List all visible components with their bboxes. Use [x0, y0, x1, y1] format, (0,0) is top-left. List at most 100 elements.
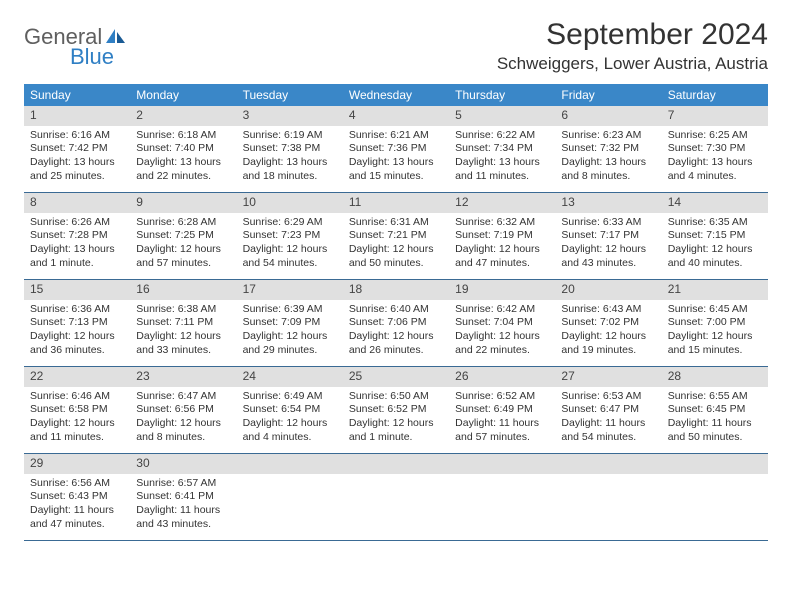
day-cell: 11 Sunrise: 6:31 AMSunset: 7:21 PMDayligh… [343, 193, 449, 279]
day-cell: 4Sunrise: 6:21 AMSunset: 7:36 PMDaylight… [343, 106, 449, 192]
day-content: Sunrise: 6:47 AMSunset: 6:56 PMDaylight:… [130, 387, 236, 451]
day-number: 12 [449, 193, 555, 213]
daylight-line: Daylight: 12 hours and 26 minutes. [349, 330, 443, 357]
sunset-line: Sunset: 7:36 PM [349, 142, 443, 156]
sunrise-line: Sunrise: 6:57 AM [136, 477, 230, 491]
daylight-line: Daylight: 13 hours and 1 minute. [30, 243, 124, 270]
day-number: 1 [24, 106, 130, 126]
sunrise-line: Sunrise: 6:49 AM [243, 390, 337, 404]
sunrise-line: Sunrise: 6:50 AM [349, 390, 443, 404]
day-cell [449, 454, 555, 540]
sunset-line: Sunset: 7:34 PM [455, 142, 549, 156]
sunset-line: Sunset: 7:06 PM [349, 316, 443, 330]
day-content: Sunrise: 6:38 AMSunset: 7:11 PMDaylight:… [130, 300, 236, 364]
day-cell: 7Sunrise: 6:25 AMSunset: 7:30 PMDaylight… [662, 106, 768, 192]
day-number [237, 454, 343, 474]
sunset-line: Sunset: 7:17 PM [561, 229, 655, 243]
sunset-line: Sunset: 7:09 PM [243, 316, 337, 330]
sunrise-line: Sunrise: 6:35 AM [668, 216, 762, 230]
daylight-line: Daylight: 12 hours and 1 minute. [349, 417, 443, 444]
day-number: 29 [24, 454, 130, 474]
day-cell: 10Sunrise: 6:29 AMSunset: 7:23 PMDayligh… [237, 193, 343, 279]
day-number: 20 [555, 280, 661, 300]
sunrise-line: Sunrise: 6:16 AM [30, 129, 124, 143]
day-cell [343, 454, 449, 540]
day-header: Saturday [662, 84, 768, 106]
location: Schweiggers, Lower Austria, Austria [497, 54, 768, 74]
day-number: 10 [237, 193, 343, 213]
sunrise-line: Sunrise: 6:39 AM [243, 303, 337, 317]
sunset-line: Sunset: 6:56 PM [136, 403, 230, 417]
sunrise-line: Sunrise: 6:47 AM [136, 390, 230, 404]
calendar: SundayMondayTuesdayWednesdayThursdayFrid… [24, 84, 768, 541]
daylight-line: Daylight: 11 hours and 47 minutes. [30, 504, 124, 531]
sunset-line: Sunset: 7:21 PM [349, 229, 443, 243]
day-number: 13 [555, 193, 661, 213]
sunrise-line: Sunrise: 6:56 AM [30, 477, 124, 491]
day-number: 18 [343, 280, 449, 300]
day-cell: 9Sunrise: 6:28 AMSunset: 7:25 PMDaylight… [130, 193, 236, 279]
sunset-line: Sunset: 7:13 PM [30, 316, 124, 330]
sunrise-line: Sunrise: 6:29 AM [243, 216, 337, 230]
day-number: 11 [343, 193, 449, 213]
month-title: September 2024 [497, 18, 768, 52]
day-cell: 8Sunrise: 6:26 AMSunset: 7:28 PMDaylight… [24, 193, 130, 279]
daylight-line: Daylight: 11 hours and 57 minutes. [455, 417, 549, 444]
day-content: Sunrise: 6:26 AMSunset: 7:28 PMDaylight:… [24, 213, 130, 277]
daylight-line: Daylight: 12 hours and 36 minutes. [30, 330, 124, 357]
day-content: Sunrise: 6:50 AMSunset: 6:52 PMDaylight:… [343, 387, 449, 451]
sunset-line: Sunset: 7:19 PM [455, 229, 549, 243]
day-cell: 16Sunrise: 6:38 AMSunset: 7:11 PMDayligh… [130, 280, 236, 366]
day-number: 8 [24, 193, 130, 213]
day-cell: 30Sunrise: 6:57 AMSunset: 6:41 PMDayligh… [130, 454, 236, 540]
daylight-line: Daylight: 12 hours and 8 minutes. [136, 417, 230, 444]
day-cell: 27Sunrise: 6:53 AMSunset: 6:47 PMDayligh… [555, 367, 661, 453]
daylight-line: Daylight: 11 hours and 50 minutes. [668, 417, 762, 444]
day-number: 19 [449, 280, 555, 300]
day-cell [662, 454, 768, 540]
day-content: Sunrise: 6:35 AMSunset: 7:15 PMDaylight:… [662, 213, 768, 277]
sunset-line: Sunset: 7:28 PM [30, 229, 124, 243]
day-header: Friday [555, 84, 661, 106]
day-cell: 24Sunrise: 6:49 AMSunset: 6:54 PMDayligh… [237, 367, 343, 453]
sunrise-line: Sunrise: 6:18 AM [136, 129, 230, 143]
sunset-line: Sunset: 6:52 PM [349, 403, 443, 417]
sunrise-line: Sunrise: 6:23 AM [561, 129, 655, 143]
day-number: 23 [130, 367, 236, 387]
day-cell: 6Sunrise: 6:23 AMSunset: 7:32 PMDaylight… [555, 106, 661, 192]
sunset-line: Sunset: 7:11 PM [136, 316, 230, 330]
day-cell: 2Sunrise: 6:18 AMSunset: 7:40 PMDaylight… [130, 106, 236, 192]
day-cell: 12Sunrise: 6:32 AMSunset: 7:19 PMDayligh… [449, 193, 555, 279]
sunset-line: Sunset: 6:41 PM [136, 490, 230, 504]
sunset-line: Sunset: 7:23 PM [243, 229, 337, 243]
day-content: Sunrise: 6:53 AMSunset: 6:47 PMDaylight:… [555, 387, 661, 451]
day-content: Sunrise: 6:46 AMSunset: 6:58 PMDaylight:… [24, 387, 130, 451]
day-content: Sunrise: 6:40 AMSunset: 7:06 PMDaylight:… [343, 300, 449, 364]
sunrise-line: Sunrise: 6:36 AM [30, 303, 124, 317]
day-content: Sunrise: 6:55 AMSunset: 6:45 PMDaylight:… [662, 387, 768, 451]
day-number: 28 [662, 367, 768, 387]
day-cell: 1Sunrise: 6:16 AMSunset: 7:42 PMDaylight… [24, 106, 130, 192]
daylight-line: Daylight: 13 hours and 15 minutes. [349, 156, 443, 183]
day-number: 2 [130, 106, 236, 126]
day-content: Sunrise: 6:33 AMSunset: 7:17 PMDaylight:… [555, 213, 661, 277]
sunset-line: Sunset: 7:00 PM [668, 316, 762, 330]
sunrise-line: Sunrise: 6:52 AM [455, 390, 549, 404]
sunrise-line: Sunrise: 6:22 AM [455, 129, 549, 143]
day-number [662, 454, 768, 474]
day-cell: 29Sunrise: 6:56 AMSunset: 6:43 PMDayligh… [24, 454, 130, 540]
daylight-line: Daylight: 12 hours and 43 minutes. [561, 243, 655, 270]
sunrise-line: Sunrise: 6:45 AM [668, 303, 762, 317]
sunrise-line: Sunrise: 6:31 AM [349, 216, 443, 230]
day-number: 21 [662, 280, 768, 300]
day-content: Sunrise: 6:28 AMSunset: 7:25 PMDaylight:… [130, 213, 236, 277]
day-content: Sunrise: 6:57 AMSunset: 6:41 PMDaylight:… [130, 474, 236, 538]
week-row: 1Sunrise: 6:16 AMSunset: 7:42 PMDaylight… [24, 106, 768, 193]
sunrise-line: Sunrise: 6:32 AM [455, 216, 549, 230]
daylight-line: Daylight: 12 hours and 22 minutes. [455, 330, 549, 357]
day-cell: 13Sunrise: 6:33 AMSunset: 7:17 PMDayligh… [555, 193, 661, 279]
day-content: Sunrise: 6:45 AMSunset: 7:00 PMDaylight:… [662, 300, 768, 364]
day-header: Tuesday [237, 84, 343, 106]
daylight-line: Daylight: 12 hours and 50 minutes. [349, 243, 443, 270]
sunrise-line: Sunrise: 6:25 AM [668, 129, 762, 143]
